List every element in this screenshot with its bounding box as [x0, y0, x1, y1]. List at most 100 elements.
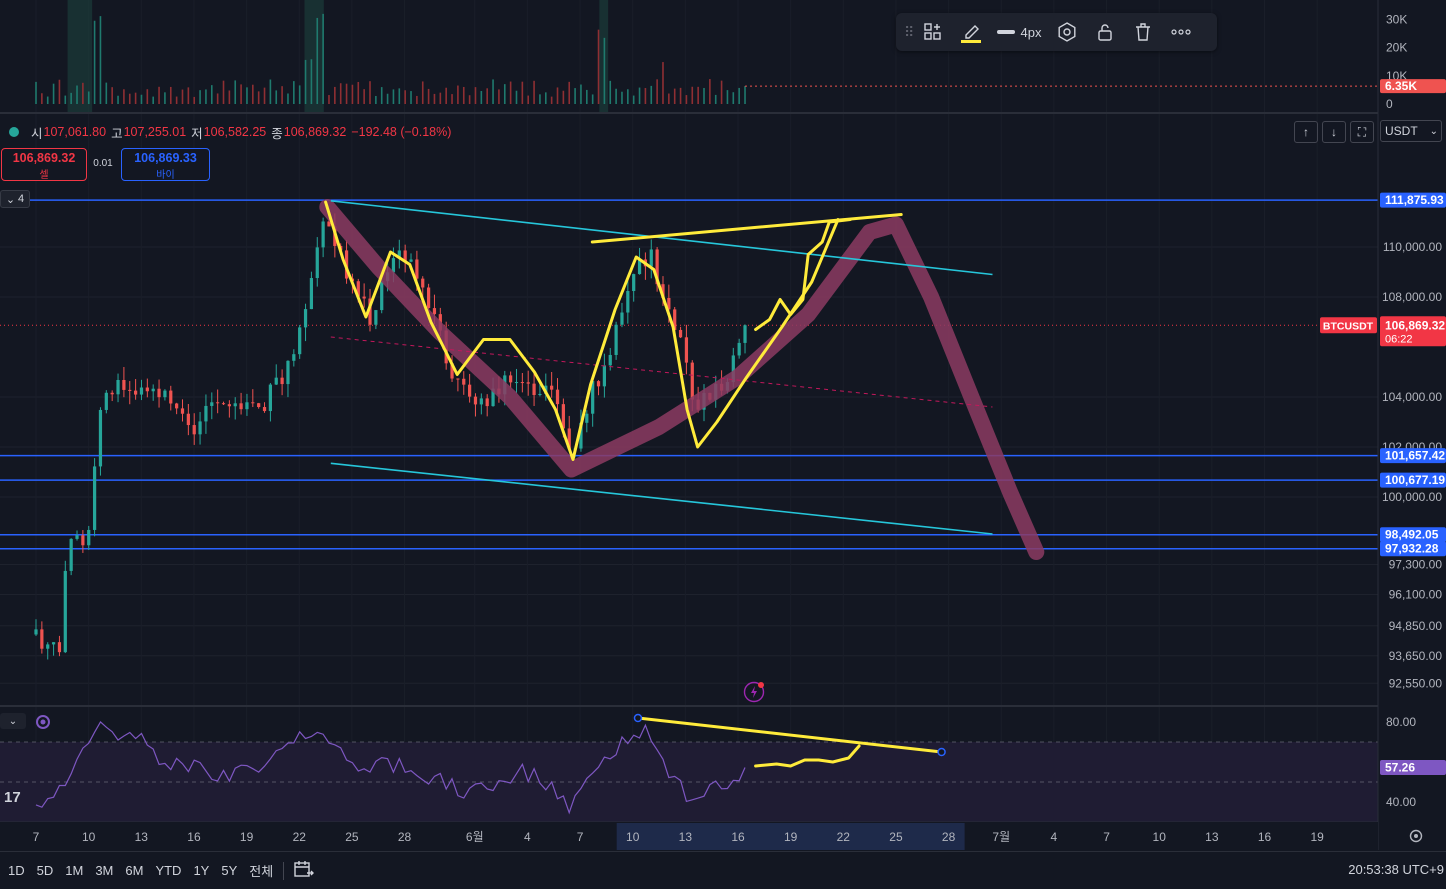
rsi-drawings[interactable]: [633, 713, 946, 768]
candle[interactable]: [315, 247, 319, 279]
time-axis[interactable]: 7 10 13 16 19 22 25 28 6월 4 7 10 13 16 19 22 25 28 7월 4 7 10 1…: [0, 822, 1423, 850]
candle[interactable]: [602, 365, 606, 387]
candle[interactable]: [51, 642, 56, 645]
candle[interactable]: [239, 403, 243, 410]
candle[interactable]: [391, 258, 396, 273]
more-button[interactable]: [1162, 13, 1200, 51]
range-5y-button[interactable]: 5Y: [221, 863, 238, 878]
candle[interactable]: [415, 259, 419, 279]
candle[interactable]: [298, 327, 302, 355]
channel-lower-line[interactable]: [330, 462, 993, 535]
range-ytd-button[interactable]: YTD: [155, 863, 182, 878]
candle[interactable]: [567, 428, 571, 450]
candle[interactable]: [175, 403, 179, 409]
yellow-wave-path[interactable]: [324, 200, 840, 461]
candle[interactable]: [368, 298, 372, 325]
candle[interactable]: [92, 466, 97, 530]
candle[interactable]: [192, 425, 196, 435]
candle[interactable]: [110, 392, 114, 395]
line-color-button[interactable]: [952, 13, 990, 51]
candle[interactable]: [292, 354, 296, 361]
candle[interactable]: [509, 375, 513, 383]
alert-icon[interactable]: [743, 681, 767, 710]
candle[interactable]: [409, 259, 413, 262]
range-6m-button[interactable]: 6M: [125, 863, 144, 878]
candle[interactable]: [163, 390, 167, 398]
rsi-yellow-scribble[interactable]: [754, 744, 861, 768]
template-button[interactable]: [914, 13, 952, 51]
price-axis[interactable]: 110,000.00108,000.00104,000.00102,000.00…: [1320, 12, 1446, 809]
candle[interactable]: [262, 407, 267, 412]
candle[interactable]: [579, 422, 583, 449]
candle[interactable]: [122, 379, 126, 390]
channel-midline[interactable]: [330, 336, 993, 408]
candle[interactable]: [462, 378, 466, 385]
rsi-settings-icon[interactable]: [34, 713, 52, 736]
candle[interactable]: [479, 398, 483, 405]
candle[interactable]: [731, 355, 735, 383]
horizontal-levels[interactable]: [0, 199, 1378, 550]
rsi-collapse-button[interactable]: ⌄: [0, 713, 26, 729]
candle[interactable]: [637, 259, 642, 275]
candle[interactable]: [157, 388, 161, 398]
candle[interactable]: [57, 642, 62, 653]
pink-projection-path[interactable]: [319, 199, 1045, 560]
buy-button[interactable]: 106,869.33 바이: [121, 148, 210, 181]
goto-date-button[interactable]: [294, 860, 315, 881]
candle[interactable]: [532, 383, 536, 396]
range-1m-button[interactable]: 1M: [65, 863, 84, 878]
candle[interactable]: [198, 421, 202, 435]
line-width-button[interactable]: 4px: [990, 13, 1048, 51]
candle[interactable]: [286, 360, 290, 385]
candle[interactable]: [673, 309, 677, 330]
candle[interactable]: [221, 403, 226, 405]
candle[interactable]: [403, 250, 407, 262]
candle[interactable]: [63, 570, 67, 653]
candle[interactable]: [678, 329, 683, 338]
candle[interactable]: [327, 221, 331, 227]
candle[interactable]: [473, 396, 478, 405]
lock-button[interactable]: [1086, 13, 1124, 51]
candle[interactable]: [303, 309, 308, 328]
candle[interactable]: [684, 337, 689, 363]
drag-handle-icon[interactable]: ⠿: [904, 23, 914, 40]
candle[interactable]: [620, 312, 624, 325]
candle[interactable]: [450, 363, 454, 379]
currency-select[interactable]: USDT ⌄: [1380, 120, 1442, 142]
candle[interactable]: [585, 413, 589, 423]
candle[interactable]: [216, 402, 220, 404]
candle[interactable]: [380, 281, 384, 311]
yellow-scribble-path[interactable]: [754, 218, 852, 331]
candle[interactable]: [40, 629, 44, 649]
channel-upper-line[interactable]: [330, 200, 993, 276]
candle[interactable]: [555, 389, 560, 405]
candle[interactable]: [667, 297, 671, 310]
candle[interactable]: [245, 402, 249, 410]
candle[interactable]: [426, 287, 431, 309]
candle[interactable]: [81, 535, 85, 546]
candle[interactable]: [591, 381, 595, 414]
range-3m-button[interactable]: 3M: [95, 863, 114, 878]
candle[interactable]: [75, 535, 79, 539]
scroll-down-button[interactable]: ↓: [1322, 121, 1346, 143]
candle[interactable]: [151, 388, 155, 392]
projection-drawings[interactable]: [319, 199, 1045, 560]
candle[interactable]: [432, 308, 437, 315]
scroll-up-button[interactable]: ↑: [1294, 121, 1318, 143]
candle[interactable]: [397, 250, 401, 259]
candle[interactable]: [538, 393, 542, 396]
candle[interactable]: [69, 538, 73, 571]
settings-button[interactable]: [1048, 13, 1086, 51]
candle[interactable]: [661, 284, 665, 298]
candle[interactable]: [526, 382, 530, 384]
candle[interactable]: [456, 378, 460, 380]
candle[interactable]: [514, 382, 519, 384]
candle[interactable]: [468, 384, 472, 397]
candle[interactable]: [626, 291, 630, 313]
candle[interactable]: [98, 409, 103, 467]
candle[interactable]: [632, 274, 636, 292]
candle[interactable]: [204, 405, 208, 422]
drawing-toolbar[interactable]: ⠿ 4px: [896, 13, 1217, 51]
candle[interactable]: [280, 377, 284, 385]
candle[interactable]: [268, 384, 272, 412]
